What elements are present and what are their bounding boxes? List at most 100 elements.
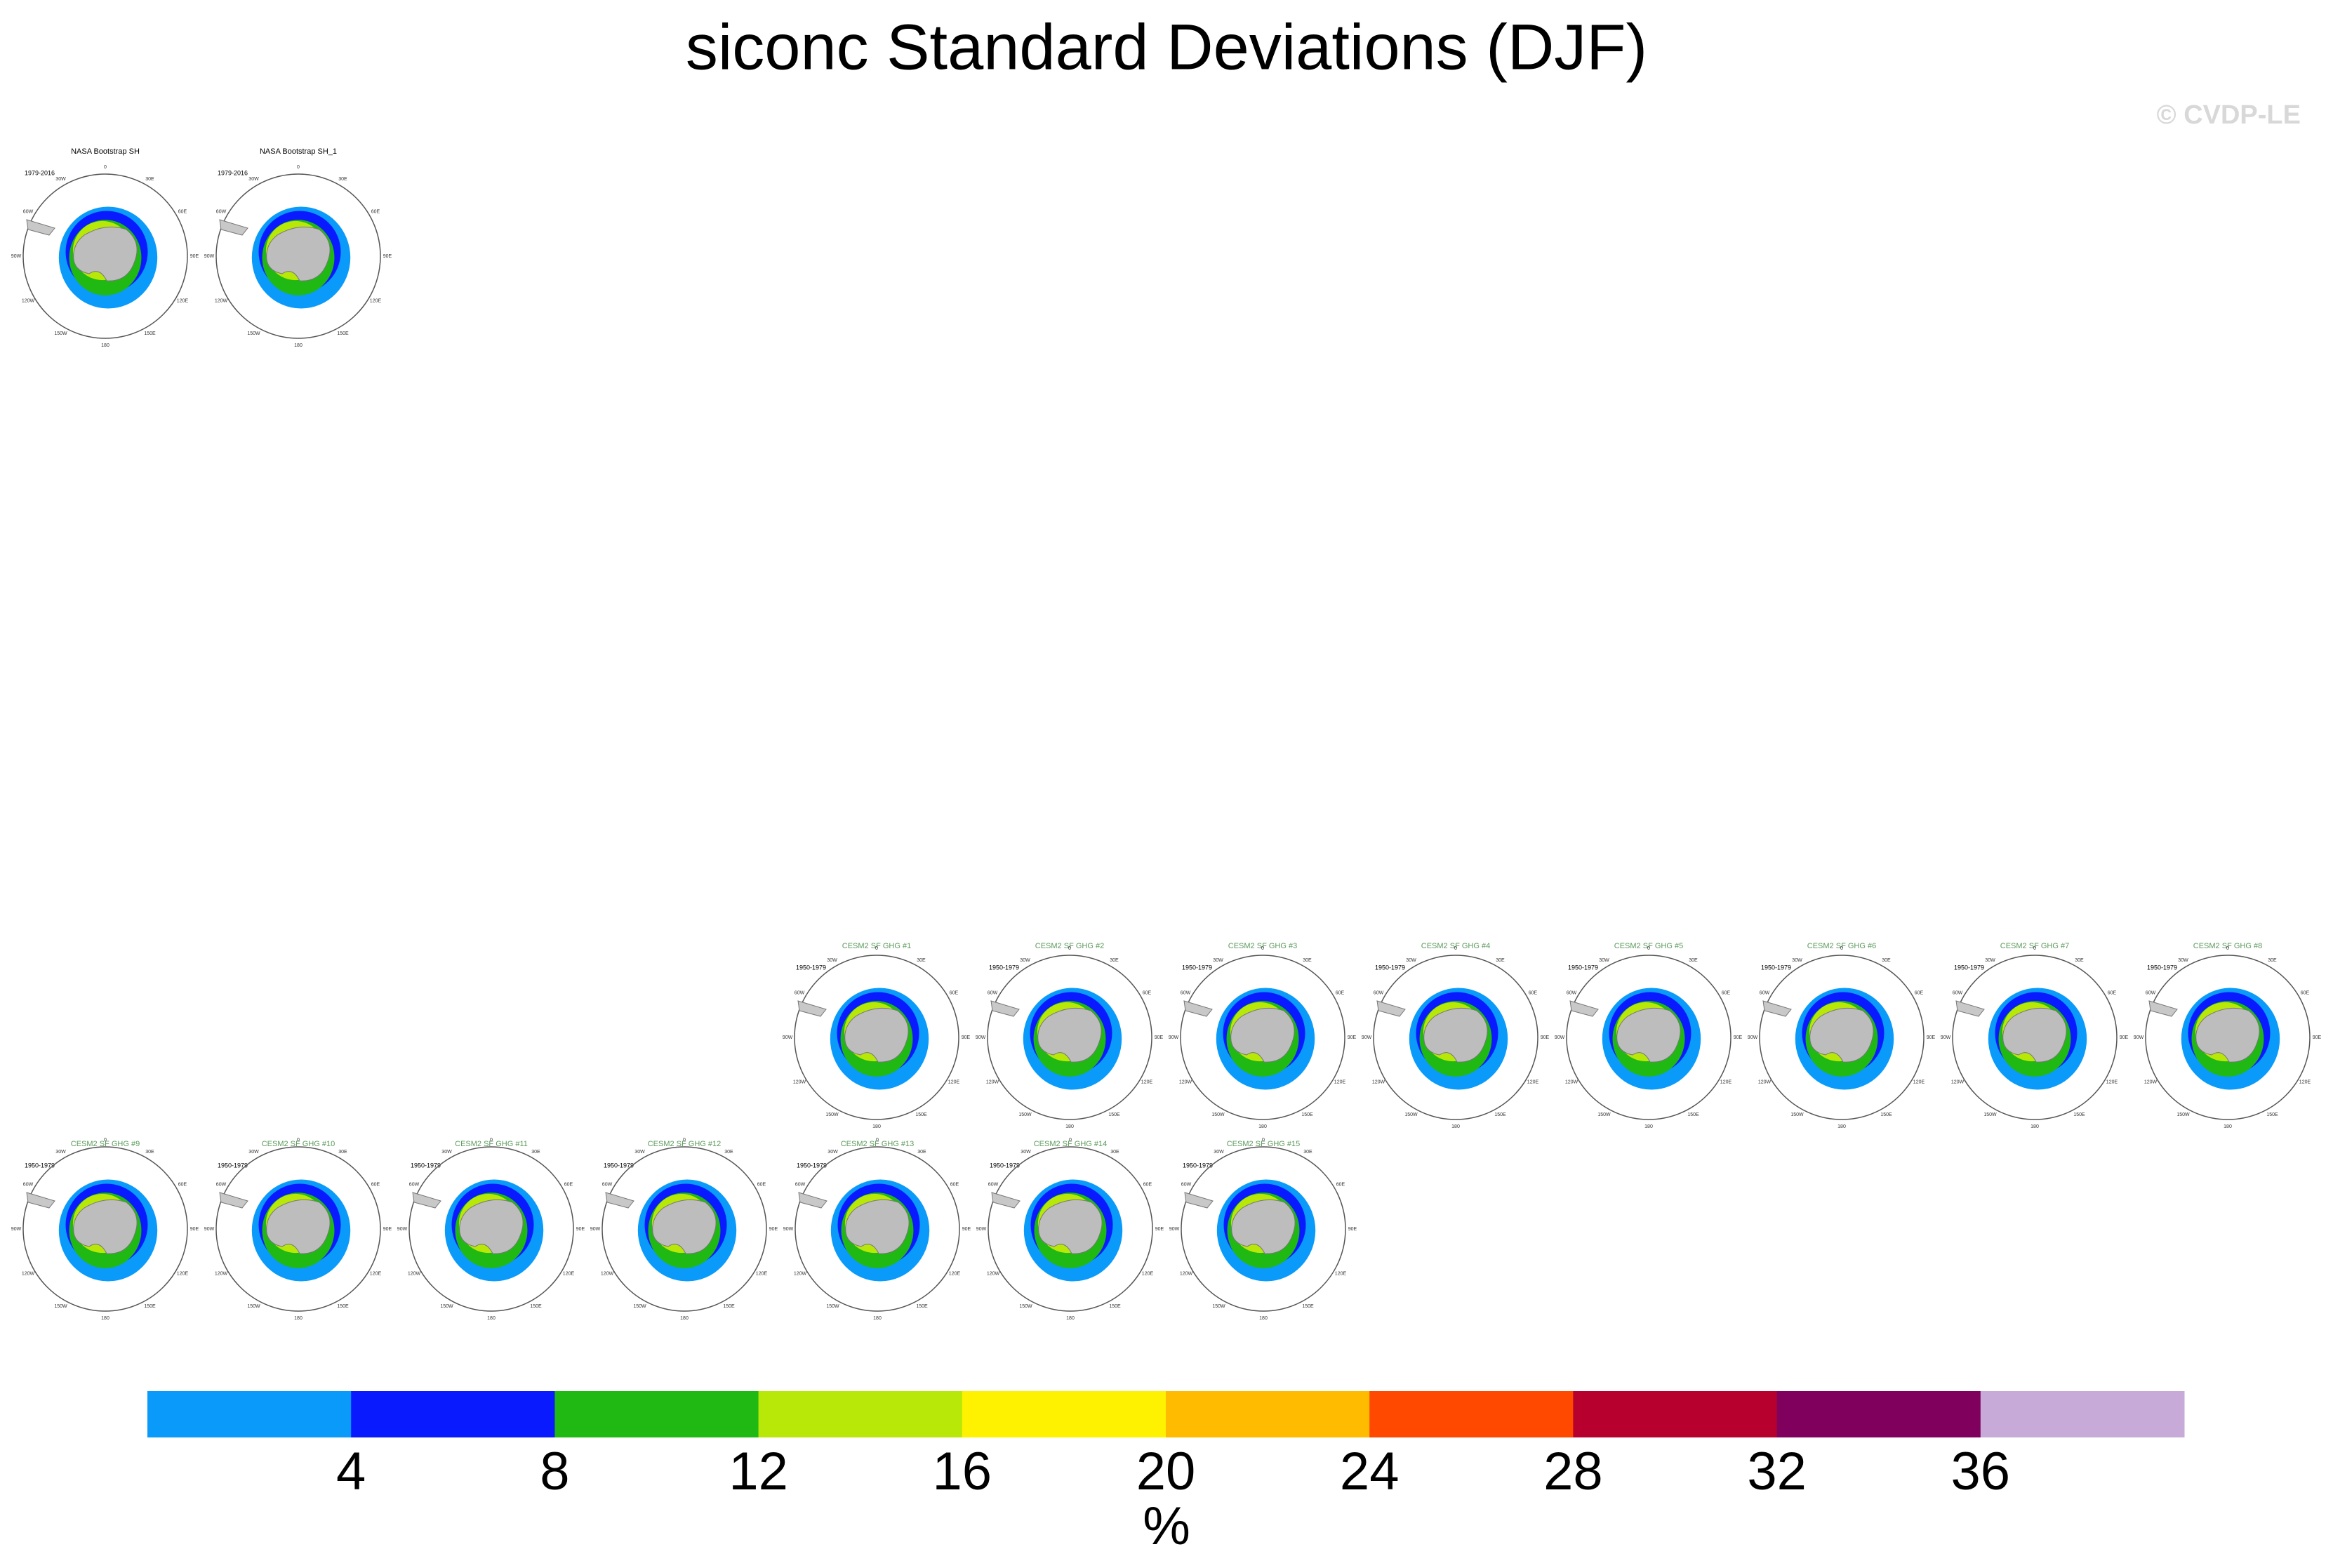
longitude-label: 30W	[1020, 958, 1030, 963]
longitude-label: 150W	[1018, 1112, 1032, 1117]
longitude-label: 120W	[794, 1271, 807, 1276]
longitude-label: 90E	[1927, 1035, 1936, 1040]
map-boundary	[1180, 955, 1345, 1120]
antarctica	[2195, 1007, 2260, 1063]
longitude-label: 30E	[338, 177, 347, 182]
map-panel: CESM2 SF GHG #11 1950-1979 0 30E 60E 90E 120E 1…	[397, 1138, 585, 1321]
longitude-label: 60E	[950, 1182, 959, 1187]
longitude-label: 150E	[530, 1304, 542, 1309]
longitude-label: 90E	[1155, 1227, 1164, 1232]
colorbar-box	[554, 1391, 759, 1437]
longitude-label: 120E	[177, 1271, 189, 1276]
map-boundary	[601, 1146, 767, 1312]
longitude-label: 60W	[1181, 1182, 1192, 1187]
longitude-label: 90W	[11, 254, 22, 259]
longitude-label: 90W	[783, 1035, 793, 1040]
longitude-label: 120E	[1334, 1079, 1346, 1084]
longitude-label: 120E	[1913, 1079, 1925, 1084]
longitude-label: 120W	[1180, 1271, 1193, 1276]
antarctica	[1038, 1199, 1103, 1254]
longitude-label: 90W	[976, 1227, 987, 1232]
longitude-label: 0	[683, 1138, 686, 1143]
colorbar-label: %	[1143, 1496, 1190, 1556]
south-america	[1184, 1192, 1214, 1209]
south-america	[798, 1192, 827, 1209]
longitude-label: 180	[1065, 1124, 1074, 1129]
antarctica	[1423, 1007, 1488, 1063]
longitude-label: 0	[297, 165, 300, 170]
map-panel: CESM2 SF GHG #2 1950-1979 0 30E 60E 90E 120E 15…	[976, 942, 1164, 1129]
colorbar-tick-label: 8	[540, 1442, 569, 1501]
figure-title: siconc Standard Deviations (DJF)	[686, 11, 1647, 83]
longitude-label: 90E	[190, 254, 199, 259]
map-panel: CESM2 SF GHG #5 1950-1979 0 30E 60E 90E 120E 15…	[1555, 942, 1743, 1129]
longitude-label: 120E	[563, 1271, 575, 1276]
map-panel: CESM2 SF GHG #8 1950-1979 0 30E 60E 90E 120E 15…	[2134, 942, 2322, 1129]
longitude-label: 120E	[949, 1271, 961, 1276]
longitude-label: 180	[2030, 1124, 2039, 1129]
longitude-label: 30W	[634, 1150, 645, 1155]
longitude-label: 30W	[1406, 958, 1416, 963]
longitude-label: 60E	[1529, 990, 1538, 995]
longitude-label: 60W	[216, 1182, 227, 1187]
map-panel: CESM2 SF GHG #13 1950-1979 0 30E 60E 90E 120E 1…	[783, 1138, 971, 1321]
longitude-label: 60W	[1374, 990, 1384, 995]
longitude-label: 180	[101, 343, 109, 348]
panel-title: CESM2 SF GHG #6	[1807, 942, 1876, 950]
antarctica	[73, 1199, 138, 1254]
longitude-label: 30W	[55, 1150, 66, 1155]
longitude-label: 120E	[756, 1271, 768, 1276]
longitude-label: 90W	[1941, 1035, 1951, 1040]
longitude-label: 150W	[54, 1304, 67, 1309]
map-boundary	[1181, 1146, 1346, 1312]
longitude-label: 60E	[371, 1182, 380, 1187]
longitude-label: 60E	[1336, 1182, 1345, 1187]
longitude-label: 90E	[962, 1035, 971, 1040]
longitude-label: 150E	[1108, 1112, 1120, 1117]
longitude-label: 30E	[145, 1150, 154, 1155]
map-boundary	[987, 955, 1152, 1120]
longitude-label: 60E	[564, 1182, 573, 1187]
longitude-label: 0	[2033, 946, 2036, 951]
map-boundary	[795, 1146, 960, 1312]
panel-years: 1950-1979	[1375, 964, 1405, 971]
panel-years: 1979-2016	[218, 169, 248, 176]
south-america	[991, 1192, 1021, 1209]
colorbar-box	[1776, 1391, 1981, 1437]
south-america	[1955, 1000, 1985, 1017]
longitude-label: 120W	[1565, 1079, 1578, 1084]
longitude-label: 30E	[2268, 958, 2277, 963]
longitude-label: 30W	[55, 177, 66, 182]
longitude-label: 150E	[2266, 1112, 2278, 1117]
longitude-label: 120W	[987, 1271, 1000, 1276]
colorbar-box	[147, 1391, 352, 1437]
antarctica	[459, 1199, 524, 1254]
longitude-label: 30E	[917, 1150, 926, 1155]
longitude-label: 90W	[397, 1227, 408, 1232]
longitude-label: 60E	[2108, 990, 2117, 995]
longitude-label: 60W	[1567, 990, 1577, 995]
longitude-label: 150W	[1019, 1304, 1032, 1309]
longitude-label: 60E	[1915, 990, 1924, 995]
colorbar-tick-label: 32	[1747, 1442, 1807, 1501]
panel-years: 1950-1979	[2147, 964, 2177, 971]
longitude-label: 0	[1262, 1138, 1265, 1143]
colorbar-tick-label: 36	[1951, 1442, 2011, 1501]
longitude-label: 90W	[1169, 1227, 1180, 1232]
antarctica	[266, 226, 331, 281]
south-america	[1376, 1000, 1406, 1017]
map-boundary	[1759, 955, 1925, 1120]
map-boundary	[22, 173, 188, 339]
longitude-label: 150W	[1404, 1112, 1418, 1117]
antarctica	[1231, 1199, 1296, 1254]
south-america	[797, 1000, 827, 1017]
panel-title: CESM2 SF GHG #4	[1421, 942, 1490, 950]
longitude-label: 150W	[1212, 1304, 1225, 1309]
map-boundary	[1373, 955, 1538, 1120]
colorbar-tick-label: 20	[1136, 1442, 1196, 1501]
longitude-label: 60W	[1181, 990, 1191, 995]
antarctica	[1230, 1007, 1295, 1063]
longitude-label: 60E	[178, 209, 187, 214]
colorbar-tick-label: 12	[729, 1442, 788, 1501]
